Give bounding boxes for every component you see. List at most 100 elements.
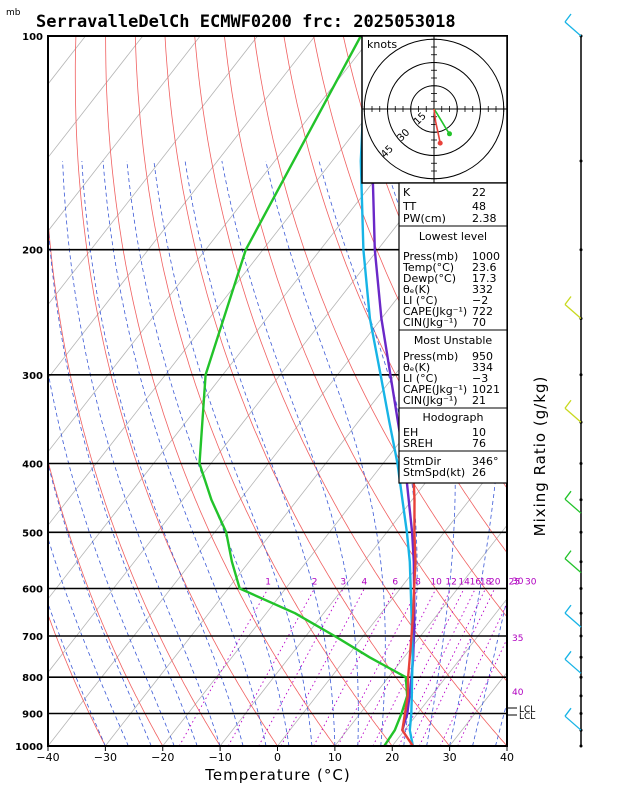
mixing-ratio-label: 1 [265, 578, 271, 588]
wind-barb-flag [564, 490, 572, 500]
wind-barb-shaft [564, 715, 582, 731]
isotherm-line [506, 745, 507, 746]
theta-e-label: 40 [512, 688, 524, 698]
wind-barb-shaft [564, 407, 582, 423]
mu-value: 950 [472, 350, 493, 363]
isotherm-line [0, 20, 40, 761]
mixing-ratio-line [227, 588, 315, 746]
moist-adiabat-line [48, 369, 175, 746]
mixing-ratio-line [398, 588, 476, 746]
profile-lines [198, 36, 507, 746]
hodograph-trace-end [447, 131, 452, 137]
dry-adiabat-line [194, 36, 507, 746]
moist-adiabat-line [48, 602, 106, 746]
moist-adiabat-line [48, 462, 152, 746]
mixing-ratio-line [337, 588, 419, 746]
hodo-label: StmSpd(kt) [403, 466, 465, 479]
hodo-label: EH [403, 426, 418, 439]
moist-adiabat-line [153, 160, 313, 746]
barb-level-dot [579, 694, 583, 698]
most-unstable-header: Most Unstable [414, 334, 493, 347]
mixing-ratio-line [418, 588, 496, 746]
lowest-value: 332 [472, 283, 493, 296]
lowest-label: Press(mb) [403, 250, 458, 263]
barb-level-dot [579, 560, 583, 564]
lowest-label: CIN(Jkg⁻¹) [403, 316, 458, 329]
temperature-tick-label: −40 [36, 751, 59, 764]
mixing-ratio-label: 18 [480, 578, 492, 588]
lowest-value: 23.6 [472, 261, 497, 274]
temperature-tick-label: −10 [209, 751, 232, 764]
lcl-label: LCL [519, 705, 535, 715]
hodograph-header: Hodograph [423, 411, 484, 424]
isotherm-line [276, 451, 507, 746]
mu-label: CIN(Jkg⁻¹) [403, 394, 458, 407]
wind-barb-shaft [564, 304, 582, 320]
temperature-axis: −40 −30 −20 −10 0 10 20 30 40 [36, 746, 514, 764]
temperature-tick-label: 0 [274, 751, 281, 764]
index-value-tt: 48 [472, 200, 486, 213]
pressure-unit: mb [6, 8, 21, 18]
pressure-tick-label: 200 [22, 246, 43, 257]
isotherm-line [391, 598, 507, 746]
barb-level-dot [579, 611, 583, 615]
temperature-tick-label: 10 [328, 751, 342, 764]
mixing-ratio-label: 2 [312, 578, 318, 588]
moist-adiabat-line [265, 160, 386, 746]
hodograph-units: knots [367, 38, 397, 51]
dry-adiabat-line [74, 36, 278, 746]
mixing-ratio-label: 8 [415, 578, 421, 588]
mixing-ratio-line [178, 588, 269, 746]
pressure-tick-label: 500 [22, 528, 43, 539]
wind-barb-flag [564, 399, 572, 409]
mixing-ratio-line [439, 602, 507, 746]
pressure-tick-label: 900 [22, 710, 43, 721]
mixing-ratio-label: 30 [525, 578, 537, 588]
mixing-ratio-label: 6 [392, 578, 398, 588]
mu-value: 334 [472, 361, 493, 374]
mixing-ratio-line [457, 637, 507, 746]
hodo-value: 10 [472, 426, 486, 439]
lowest-label: Temp(°C) [402, 261, 454, 274]
index-table-frame [398, 182, 508, 484]
mixing-ratio-line [258, 588, 344, 746]
isotherm-line [48, 36, 431, 526]
wind-barb-shaft [564, 558, 582, 574]
barb-level-dot [579, 744, 583, 748]
index-value-pw: 2.38 [472, 212, 497, 225]
hodo-value: 26 [472, 466, 486, 479]
moist-adiabat-line [221, 160, 359, 746]
wind-barb-flag [564, 604, 572, 614]
barb-level-dot [579, 634, 583, 638]
parcel_lowest-line [359, 36, 415, 746]
moist-adiabat-line [81, 160, 244, 746]
x-axis-label: Temperature (°C) [204, 766, 350, 784]
mu-label: LI (°C) [403, 372, 438, 385]
y2-axis-label: Mixing Ratio (g/kg) [531, 376, 549, 537]
wind-barb-flag [564, 296, 572, 305]
lowest-label: Dewp(°C) [403, 272, 456, 285]
lowest-value: 70 [472, 316, 486, 329]
hodo-value: 76 [472, 437, 486, 450]
lowest-value: 722 [472, 305, 493, 318]
mu-value: 21 [472, 394, 486, 407]
hodo-label: StmDir [403, 455, 442, 468]
temperature-tick-label: −20 [151, 751, 174, 764]
mu-label: CAPE(Jkg⁻¹) [403, 383, 467, 396]
isotherm-line [48, 36, 259, 306]
moist-adiabat-line [318, 160, 418, 746]
moist-adiabat-line [495, 701, 507, 746]
index-label-tt: TT [402, 200, 417, 213]
barb-level-dot [579, 587, 583, 590]
pressure-axis: 100 200 300 400 500 600 700 800 900 1000 [15, 32, 43, 753]
wind-barb-column [564, 13, 583, 748]
hodo-value: 346° [472, 455, 499, 468]
pressure-tick-label: 400 [22, 460, 43, 471]
isotherm-line [48, 36, 316, 379]
mixing-ratio-label: 14 [458, 578, 470, 588]
mu-value: −3 [472, 372, 488, 385]
theta-e-label: 35 [512, 634, 523, 644]
hodograph-trace [433, 108, 451, 135]
